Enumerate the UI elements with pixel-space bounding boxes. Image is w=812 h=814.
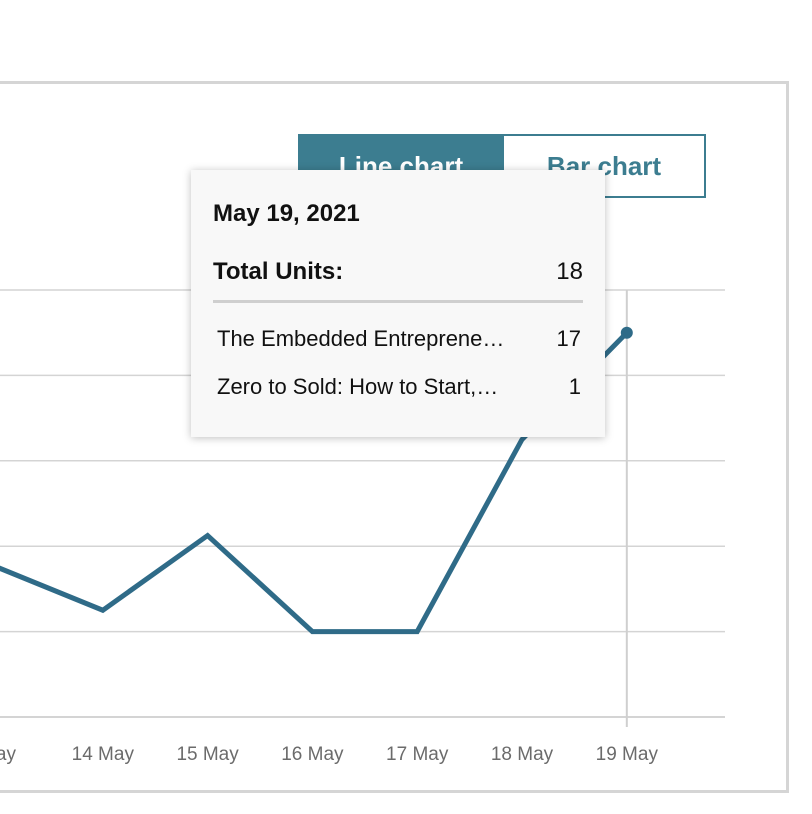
- series-line: [0, 330, 629, 635]
- x-tick-label: May: [0, 744, 16, 765]
- tooltip-date: May 19, 2021: [213, 200, 360, 227]
- tooltip-total-label: Total Units:: [213, 258, 344, 285]
- tooltip-row-value: 17: [556, 326, 581, 351]
- tooltip-row-value: 1: [568, 374, 581, 399]
- x-tick-label: 16 May: [281, 744, 344, 765]
- x-tick-label: 17 May: [386, 744, 449, 765]
- x-tick-label: 14 May: [72, 744, 135, 765]
- x-tick-label: 19 May: [596, 744, 659, 765]
- tooltip-total-value: 18: [556, 258, 583, 285]
- series-lines: [0, 326, 633, 635]
- tooltip-row-name: The Embedded Entreprene…: [217, 326, 505, 351]
- x-tick-label: 15 May: [176, 744, 239, 765]
- x-tick-label: 18 May: [491, 744, 554, 765]
- x-tick-labels: May 14 May 15 May 16 May 17 May 18 May 19 May: [0, 744, 658, 765]
- tooltip-row: The Embedded Entreprene… 17: [217, 326, 581, 352]
- tooltip-total: Total Units: 18: [213, 258, 583, 286]
- tooltip-row: Zero to Sold: How to Start,… 1: [217, 374, 581, 400]
- tooltip-divider: [213, 300, 583, 303]
- data-point: [620, 326, 633, 339]
- chart-tooltip: May 19, 2021 Total Units: 18 The Embedde…: [191, 170, 605, 437]
- tooltip-row-name: Zero to Sold: How to Start,…: [217, 374, 499, 399]
